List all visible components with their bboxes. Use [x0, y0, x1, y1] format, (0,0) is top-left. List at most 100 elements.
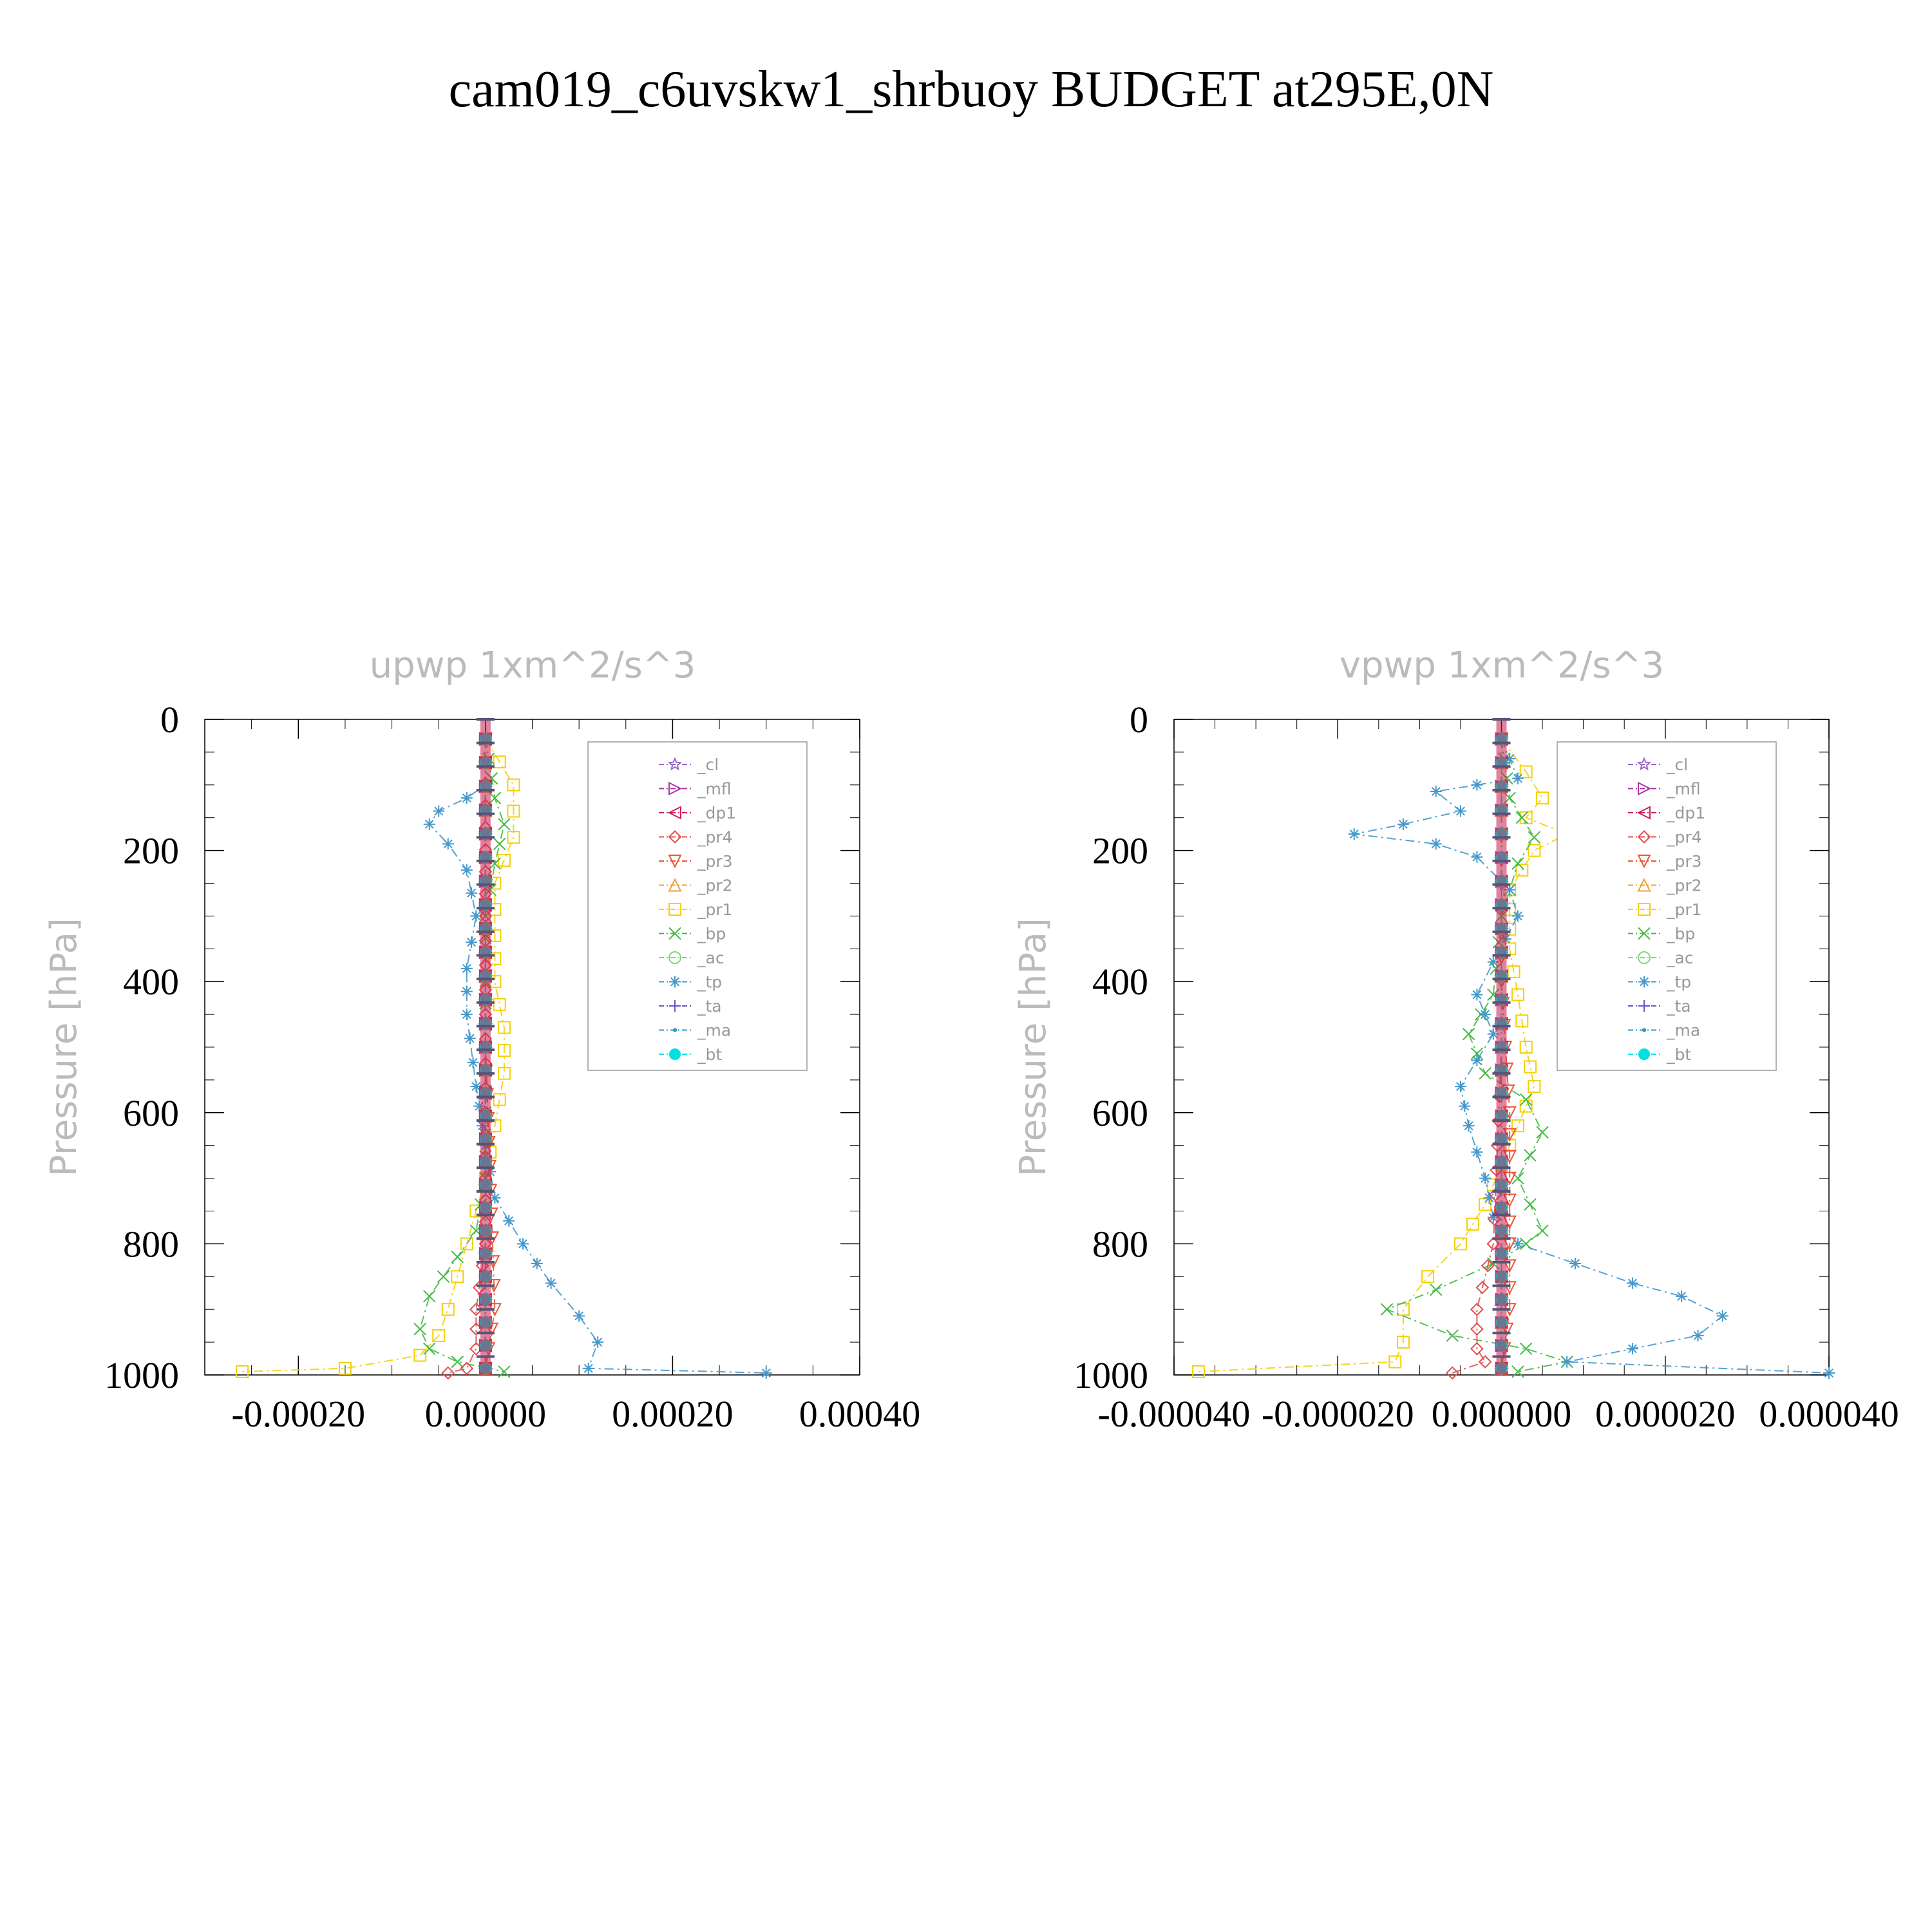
y-tick-label: 800	[123, 1223, 179, 1265]
legend-entry-dp1: _dp1	[659, 804, 736, 822]
legend-marker	[668, 855, 682, 869]
series-tp	[423, 733, 772, 1379]
data-point	[1502, 1193, 1517, 1208]
y-axis-label: Pressure [hPa]	[1012, 918, 1054, 1177]
legend-entry-bt: _bt	[659, 1045, 722, 1064]
legend-entry-ma: _ma	[1628, 1021, 1700, 1040]
data-point	[493, 837, 506, 851]
data-point	[1536, 1224, 1549, 1237]
legend-label: _pr3	[1666, 852, 1702, 871]
data-point	[573, 1310, 585, 1322]
series-line	[1354, 739, 1830, 1374]
data-point	[1479, 1009, 1492, 1021]
y-axis-label: Pressure [hPa]	[43, 918, 85, 1177]
legend-label: _tp	[697, 973, 722, 992]
data-point	[1487, 1211, 1499, 1224]
data-point	[1692, 1329, 1704, 1341]
data-point	[1421, 1270, 1435, 1283]
data-point	[236, 1365, 249, 1378]
legend: _cl _mfl _dp1 _pr4 _pr3 _pr2 _pr1 _bp _ac _tp _ta _…	[1557, 741, 1777, 1071]
data-point	[1470, 1322, 1484, 1336]
data-point	[1388, 1355, 1402, 1368]
legend-entry-bp: _bp	[659, 925, 726, 943]
legend-marker	[1637, 878, 1651, 892]
series-pr1	[236, 732, 520, 1378]
legend-box	[587, 741, 808, 1071]
data-point	[1536, 791, 1549, 805]
data-point	[451, 1270, 464, 1283]
data-point	[497, 1044, 511, 1057]
data-point	[1470, 1341, 1484, 1356]
data-point	[1502, 1171, 1517, 1186]
legend-label: _pr1	[697, 900, 733, 919]
legend-entry-cl: _cl	[659, 755, 719, 774]
legend-box	[1557, 741, 1777, 1071]
legend-marker	[1642, 1028, 1647, 1032]
vpwp-panel: vpwp 1xm^2/s^3 Pressure [hPa] 0 200 400 600 80…	[1012, 645, 1899, 1435]
data-point	[1396, 1303, 1410, 1316]
legend-entry-ma: _ma	[659, 1021, 731, 1040]
x-tick-label: 0.000000	[1432, 1393, 1572, 1435]
data-point	[423, 818, 435, 830]
data-point	[1471, 1054, 1483, 1066]
series-pr1	[1192, 732, 1574, 1378]
data-point	[493, 998, 506, 1011]
legend-entry-pr3: _pr3	[659, 852, 733, 871]
legend-marker	[1638, 781, 1652, 796]
data-point	[497, 1066, 511, 1080]
legend-entry-pr1: _pr1	[1628, 900, 1702, 919]
x-tick-label: 0.00020	[612, 1393, 734, 1435]
data-point	[1471, 989, 1483, 1001]
legend-marker	[1636, 757, 1652, 771]
data-point	[1519, 1342, 1533, 1355]
data-point	[1348, 828, 1360, 840]
data-point	[1676, 1290, 1688, 1302]
data-point	[1463, 1120, 1475, 1132]
data-point	[1716, 1310, 1728, 1322]
data-point	[1519, 1099, 1533, 1113]
legend-marker	[668, 878, 682, 892]
legend-entry-bt: _bt	[1628, 1045, 1691, 1064]
data-point	[1511, 988, 1524, 1001]
legend-label: _pr4	[697, 828, 733, 847]
data-point	[442, 838, 454, 850]
data-point	[1475, 1280, 1490, 1294]
x-tick-label: -0.000020	[1262, 1393, 1414, 1435]
zero-bundle	[1496, 719, 1507, 1375]
data-point	[1511, 910, 1524, 922]
legend-label: _bt	[1666, 1045, 1691, 1064]
data-point	[1481, 1258, 1495, 1273]
data-point	[460, 985, 473, 998]
data-point	[1626, 1277, 1638, 1289]
legend-label: _bt	[697, 1045, 722, 1064]
x-tick-label: 0.000040	[1759, 1393, 1899, 1435]
legend-label: _tp	[1666, 973, 1691, 992]
data-point	[1823, 1367, 1835, 1379]
data-point	[1515, 1014, 1529, 1028]
legend-label: _mfl	[697, 780, 732, 799]
legend-marker	[668, 927, 681, 940]
x-tick-label: -0.00020	[231, 1393, 365, 1435]
data-point	[1471, 779, 1483, 791]
data-point	[497, 1021, 511, 1034]
data-point	[1519, 811, 1533, 824]
legend-entry-mfl: _mfl	[1628, 780, 1701, 799]
data-point	[1519, 1041, 1533, 1054]
data-point	[1524, 1198, 1537, 1211]
legend-entry-pr2: _pr2	[659, 876, 733, 895]
legend-entry-ac: _ac	[659, 949, 724, 967]
data-point	[498, 1365, 511, 1378]
series-line	[242, 738, 515, 1372]
data-point	[422, 1290, 436, 1303]
x-tick-label: 0.00000	[425, 1393, 547, 1435]
data-point	[1511, 1238, 1524, 1250]
data-point	[1502, 1281, 1517, 1295]
data-point	[467, 1056, 479, 1068]
y-tick-label: 200	[1092, 830, 1148, 872]
data-point	[1487, 956, 1499, 968]
y-tick-label: 600	[123, 1092, 179, 1134]
data-point	[1524, 1149, 1537, 1162]
legend-entry-cl: _cl	[1628, 755, 1688, 774]
data-point	[473, 1100, 486, 1112]
